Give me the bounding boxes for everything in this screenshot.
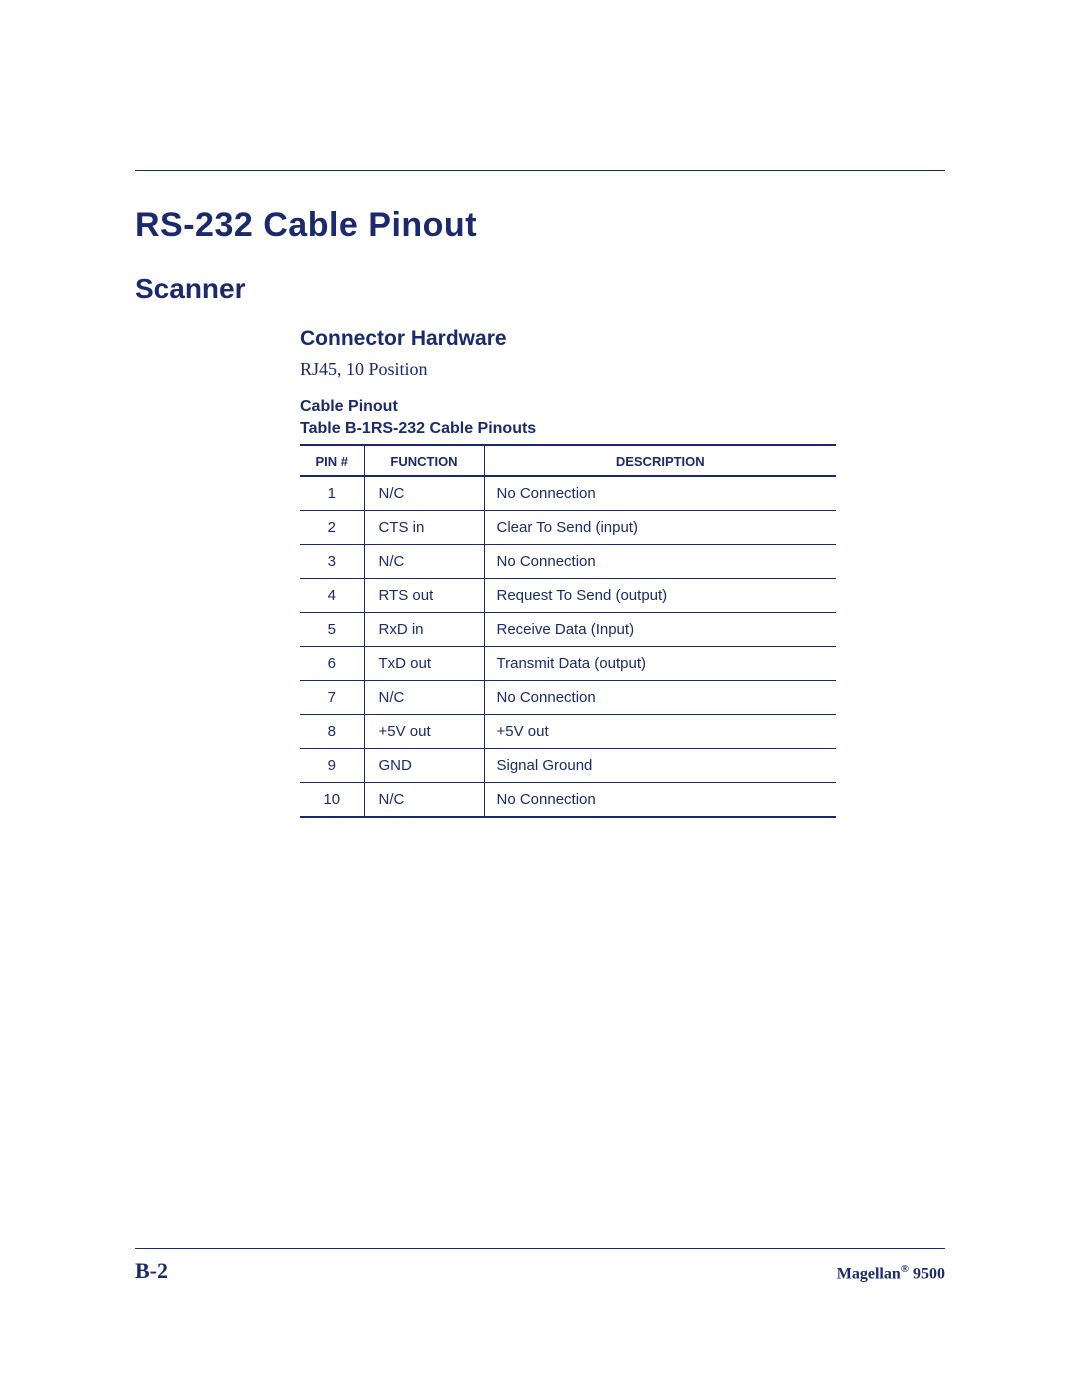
table-cell: GND (364, 749, 484, 783)
footer-rule (135, 1248, 945, 1249)
col-header-function: FUNCTION (364, 445, 484, 476)
table-cell: 1 (300, 476, 364, 511)
table-cell: +5V out (364, 715, 484, 749)
table-caption: Table B-1RS-232 Cable Pinouts (300, 420, 945, 438)
registered-icon: ® (901, 1263, 909, 1275)
table-cell: CTS in (364, 511, 484, 545)
table-cell: 4 (300, 579, 364, 613)
table-cell: Request To Send (output) (484, 579, 836, 613)
section-heading: Scanner (135, 273, 945, 305)
table-cell: Clear To Send (input) (484, 511, 836, 545)
table-cell: No Connection (484, 545, 836, 579)
table-cell: 2 (300, 511, 364, 545)
table-cell: 5 (300, 613, 364, 647)
table-row: 8+5V out+5V out (300, 715, 836, 749)
subsection-heading: Connector Hardware (300, 327, 945, 351)
table-cell: +5V out (484, 715, 836, 749)
page-title: RS-232 Cable Pinout (135, 206, 945, 245)
table-header-row: PIN # FUNCTION DESCRIPTION (300, 445, 836, 476)
page-footer: B-2 Magellan® 9500 (135, 1258, 945, 1284)
table-row: 2CTS inClear To Send (input) (300, 511, 836, 545)
table-row: 5RxD inReceive Data (Input) (300, 613, 836, 647)
table-cell: N/C (364, 681, 484, 715)
table-cell: RTS out (364, 579, 484, 613)
table-cell: TxD out (364, 647, 484, 681)
col-header-pin: PIN # (300, 445, 364, 476)
top-rule (135, 170, 945, 171)
table-row: 3N/CNo Connection (300, 545, 836, 579)
table-row: 4RTS outRequest To Send (output) (300, 579, 836, 613)
table-cell: RxD in (364, 613, 484, 647)
footer-product: Magellan® 9500 (837, 1263, 945, 1283)
connector-text: RJ45, 10 Position (300, 359, 945, 380)
table-cell: Signal Ground (484, 749, 836, 783)
table-cell: Receive Data (Input) (484, 613, 836, 647)
table-row: 6TxD outTransmit Data (output) (300, 647, 836, 681)
table-cell: 3 (300, 545, 364, 579)
cable-pinout-heading: Cable Pinout (300, 398, 945, 416)
table-row: 10N/CNo Connection (300, 783, 836, 818)
page-number: B-2 (135, 1258, 168, 1284)
table-row: 7N/CNo Connection (300, 681, 836, 715)
table-cell: 6 (300, 647, 364, 681)
table-cell: 9 (300, 749, 364, 783)
table-cell: N/C (364, 783, 484, 818)
table-cell: No Connection (484, 783, 836, 818)
table-row: 9GNDSignal Ground (300, 749, 836, 783)
table-cell: No Connection (484, 476, 836, 511)
table-cell: Transmit Data (output) (484, 647, 836, 681)
footer-product-model: 9500 (913, 1265, 945, 1282)
table-row: 1N/CNo Connection (300, 476, 836, 511)
table-cell: No Connection (484, 681, 836, 715)
table-cell: 8 (300, 715, 364, 749)
pinout-table: PIN # FUNCTION DESCRIPTION 1N/CNo Connec… (300, 444, 836, 818)
col-header-description: DESCRIPTION (484, 445, 836, 476)
table-cell: N/C (364, 476, 484, 511)
table-cell: 7 (300, 681, 364, 715)
footer-product-name: Magellan (837, 1265, 901, 1282)
table-cell: N/C (364, 545, 484, 579)
table-cell: 10 (300, 783, 364, 818)
